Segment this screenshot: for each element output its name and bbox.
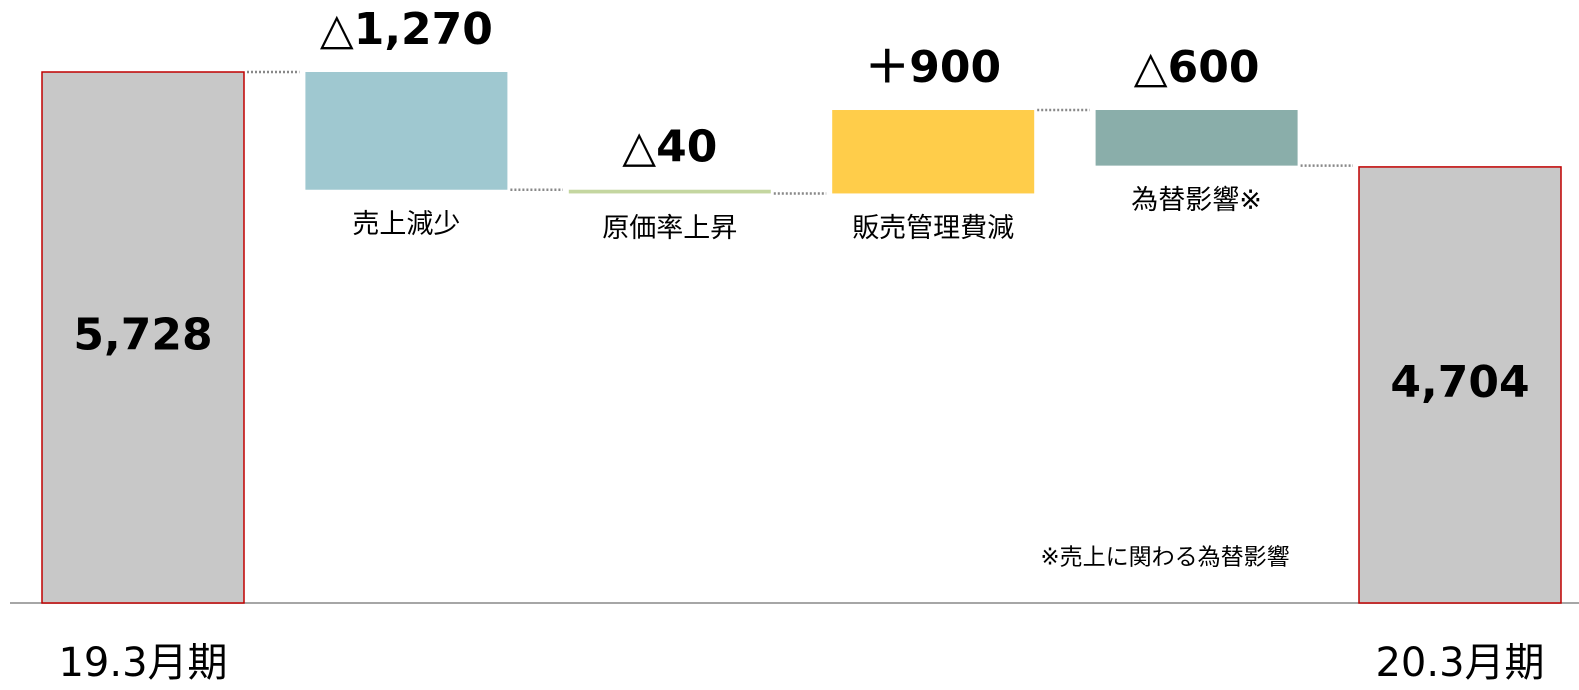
bar	[568, 189, 771, 194]
bar	[305, 72, 508, 190]
value-label: ＋900	[865, 42, 1001, 93]
value-label: △40	[622, 122, 717, 173]
value-label: 4,704	[1390, 357, 1529, 408]
category-label: 売上減少	[352, 209, 460, 240]
bar	[41, 71, 245, 604]
value-label: △1,270	[320, 4, 493, 55]
category-label: 為替影響※	[1131, 185, 1262, 216]
bar	[1095, 110, 1298, 166]
x-tick-label: 19.3月期	[58, 640, 227, 686]
bar	[1358, 166, 1562, 604]
bar	[832, 110, 1035, 194]
x-tick-label: 20.3月期	[1375, 640, 1544, 686]
value-label: △600	[1134, 42, 1260, 93]
value-label: 5,728	[73, 310, 212, 361]
category-label: 原価率上昇	[602, 213, 737, 244]
annotation: ※売上に関わる為替影響	[1040, 545, 1289, 571]
category-label: 販売管理費減	[852, 213, 1014, 244]
